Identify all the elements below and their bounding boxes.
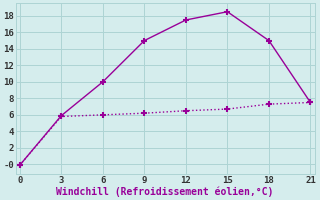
X-axis label: Windchill (Refroidissement éolien,°C): Windchill (Refroidissement éolien,°C) xyxy=(56,186,274,197)
